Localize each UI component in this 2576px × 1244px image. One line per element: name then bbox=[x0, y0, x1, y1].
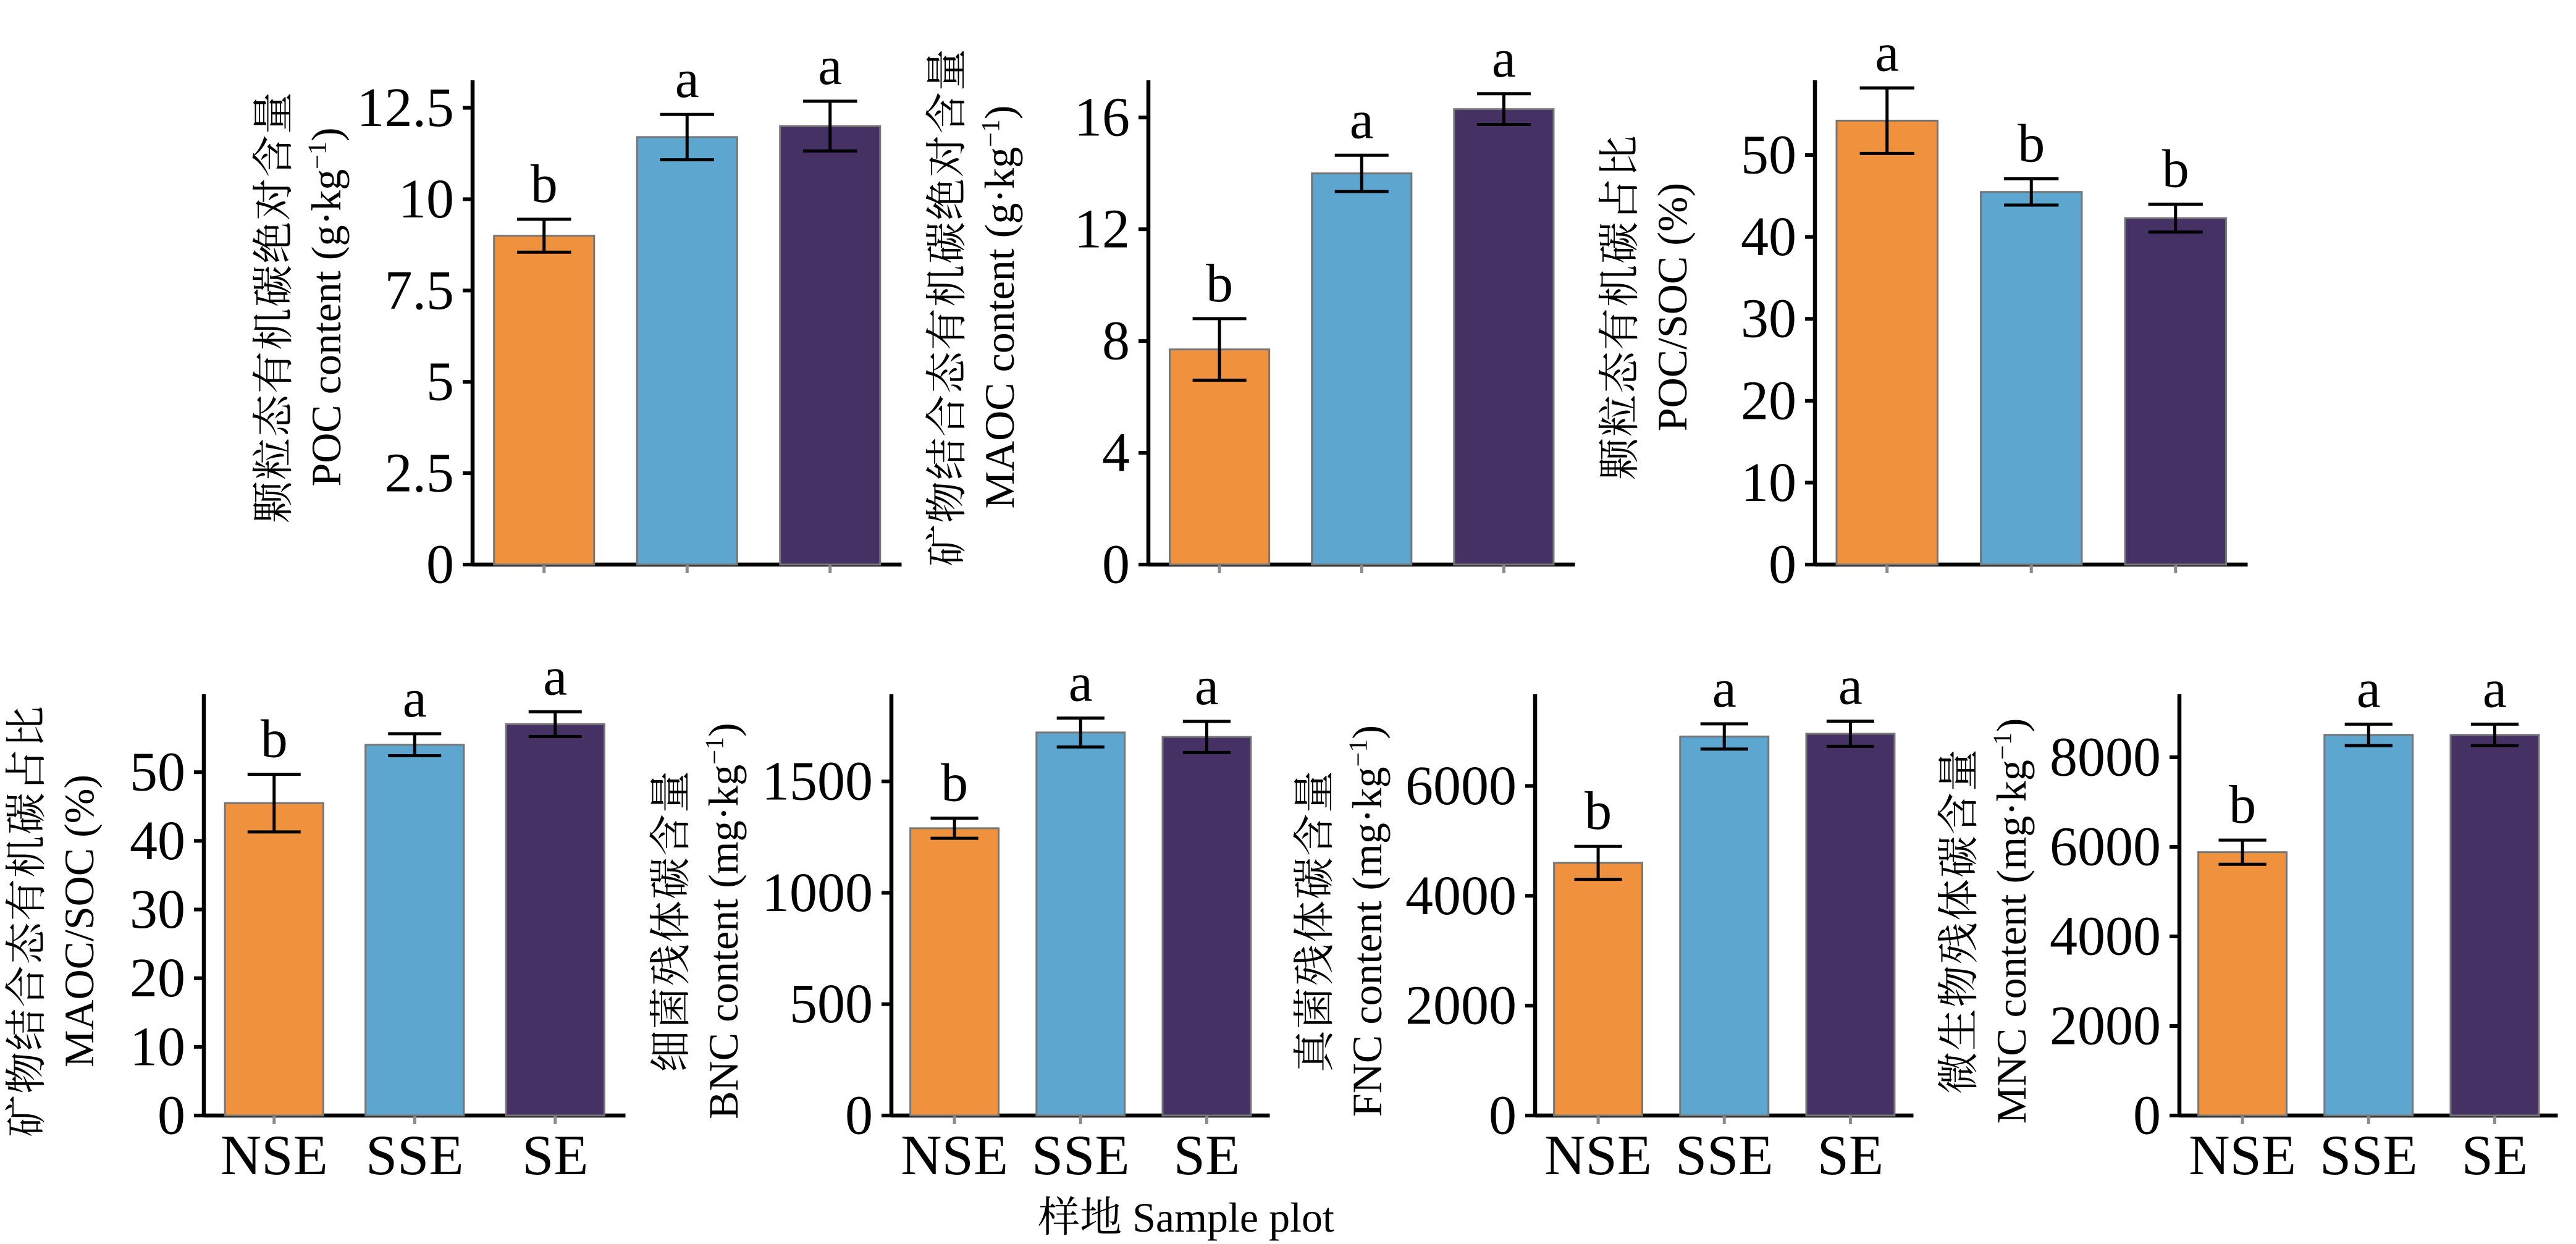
svg-text:b: b bbox=[1585, 781, 1612, 841]
svg-text:SSE: SSE bbox=[366, 1124, 464, 1187]
svg-text:b: b bbox=[941, 754, 968, 813]
svg-text:1000: 1000 bbox=[762, 862, 873, 923]
svg-text:2000: 2000 bbox=[2050, 996, 2161, 1057]
svg-text:12.5: 12.5 bbox=[357, 77, 455, 138]
svg-text:0: 0 bbox=[426, 534, 454, 595]
svg-text:6000: 6000 bbox=[1405, 755, 1517, 817]
svg-text:10: 10 bbox=[398, 169, 454, 230]
svg-text:50: 50 bbox=[1741, 125, 1796, 186]
svg-text:a: a bbox=[2482, 659, 2506, 719]
svg-text:SSE: SSE bbox=[1675, 1124, 1774, 1187]
svg-text:20: 20 bbox=[1741, 370, 1796, 431]
svg-text:a: a bbox=[675, 49, 699, 109]
svg-text:1500: 1500 bbox=[762, 751, 873, 812]
svg-text:a: a bbox=[1068, 653, 1092, 713]
svg-text:10: 10 bbox=[1741, 452, 1796, 513]
svg-text:4000: 4000 bbox=[2050, 906, 2161, 967]
svg-text:a: a bbox=[818, 36, 842, 96]
svg-text:0: 0 bbox=[1102, 534, 1130, 595]
svg-text:a: a bbox=[1875, 23, 1899, 83]
svg-text:a: a bbox=[1194, 657, 1218, 717]
svg-text:0: 0 bbox=[1769, 534, 1796, 595]
svg-text:12: 12 bbox=[1074, 199, 1130, 260]
svg-text:a: a bbox=[403, 669, 427, 729]
svg-text:50: 50 bbox=[130, 742, 185, 803]
svg-text:b: b bbox=[2229, 775, 2256, 835]
svg-text:2.5: 2.5 bbox=[385, 443, 455, 504]
svg-text:30: 30 bbox=[130, 879, 185, 940]
svg-text:b: b bbox=[2018, 114, 2045, 174]
svg-text:5: 5 bbox=[426, 351, 454, 413]
svg-text:NSE: NSE bbox=[221, 1124, 328, 1187]
svg-text:0: 0 bbox=[2133, 1085, 2161, 1146]
svg-text:8: 8 bbox=[1102, 311, 1130, 372]
svg-text:NSE: NSE bbox=[901, 1124, 1008, 1187]
svg-text:b: b bbox=[261, 710, 288, 770]
svg-text:0: 0 bbox=[1489, 1085, 1517, 1146]
svg-text:16: 16 bbox=[1074, 87, 1130, 148]
svg-text:40: 40 bbox=[130, 810, 185, 872]
svg-text:a: a bbox=[1838, 656, 1863, 716]
svg-text:a: a bbox=[1712, 659, 1736, 719]
svg-text:0: 0 bbox=[158, 1085, 185, 1146]
svg-text:8000: 8000 bbox=[2050, 727, 2161, 788]
svg-text:4: 4 bbox=[1102, 422, 1130, 484]
svg-text:0: 0 bbox=[845, 1085, 873, 1146]
svg-text:500: 500 bbox=[789, 973, 873, 1035]
svg-text:2000: 2000 bbox=[1405, 975, 1517, 1036]
svg-text:NSE: NSE bbox=[2189, 1124, 2296, 1187]
svg-text:a: a bbox=[1349, 90, 1373, 150]
svg-text:30: 30 bbox=[1741, 288, 1796, 350]
svg-text:b: b bbox=[531, 154, 558, 214]
svg-text:7.5: 7.5 bbox=[385, 260, 455, 321]
svg-text:b: b bbox=[1206, 254, 1233, 314]
svg-text:10: 10 bbox=[130, 1016, 185, 1077]
svg-text:a: a bbox=[543, 647, 567, 707]
svg-text:4000: 4000 bbox=[1405, 865, 1517, 927]
svg-text:SE: SE bbox=[1817, 1124, 1884, 1187]
svg-text:b: b bbox=[2162, 140, 2189, 200]
svg-text:a: a bbox=[1491, 29, 1515, 89]
svg-text:a: a bbox=[2356, 659, 2380, 719]
svg-text:NSE: NSE bbox=[1544, 1124, 1652, 1187]
svg-text:SSE: SSE bbox=[1031, 1124, 1129, 1187]
svg-text:SE: SE bbox=[522, 1124, 588, 1187]
svg-text:SSE: SSE bbox=[2319, 1124, 2417, 1187]
svg-text:6000: 6000 bbox=[2050, 817, 2161, 878]
svg-text:SE: SE bbox=[2461, 1124, 2527, 1187]
svg-text:SE: SE bbox=[1173, 1124, 1239, 1187]
svg-text:40: 40 bbox=[1741, 206, 1796, 267]
svg-text:20: 20 bbox=[130, 948, 185, 1009]
